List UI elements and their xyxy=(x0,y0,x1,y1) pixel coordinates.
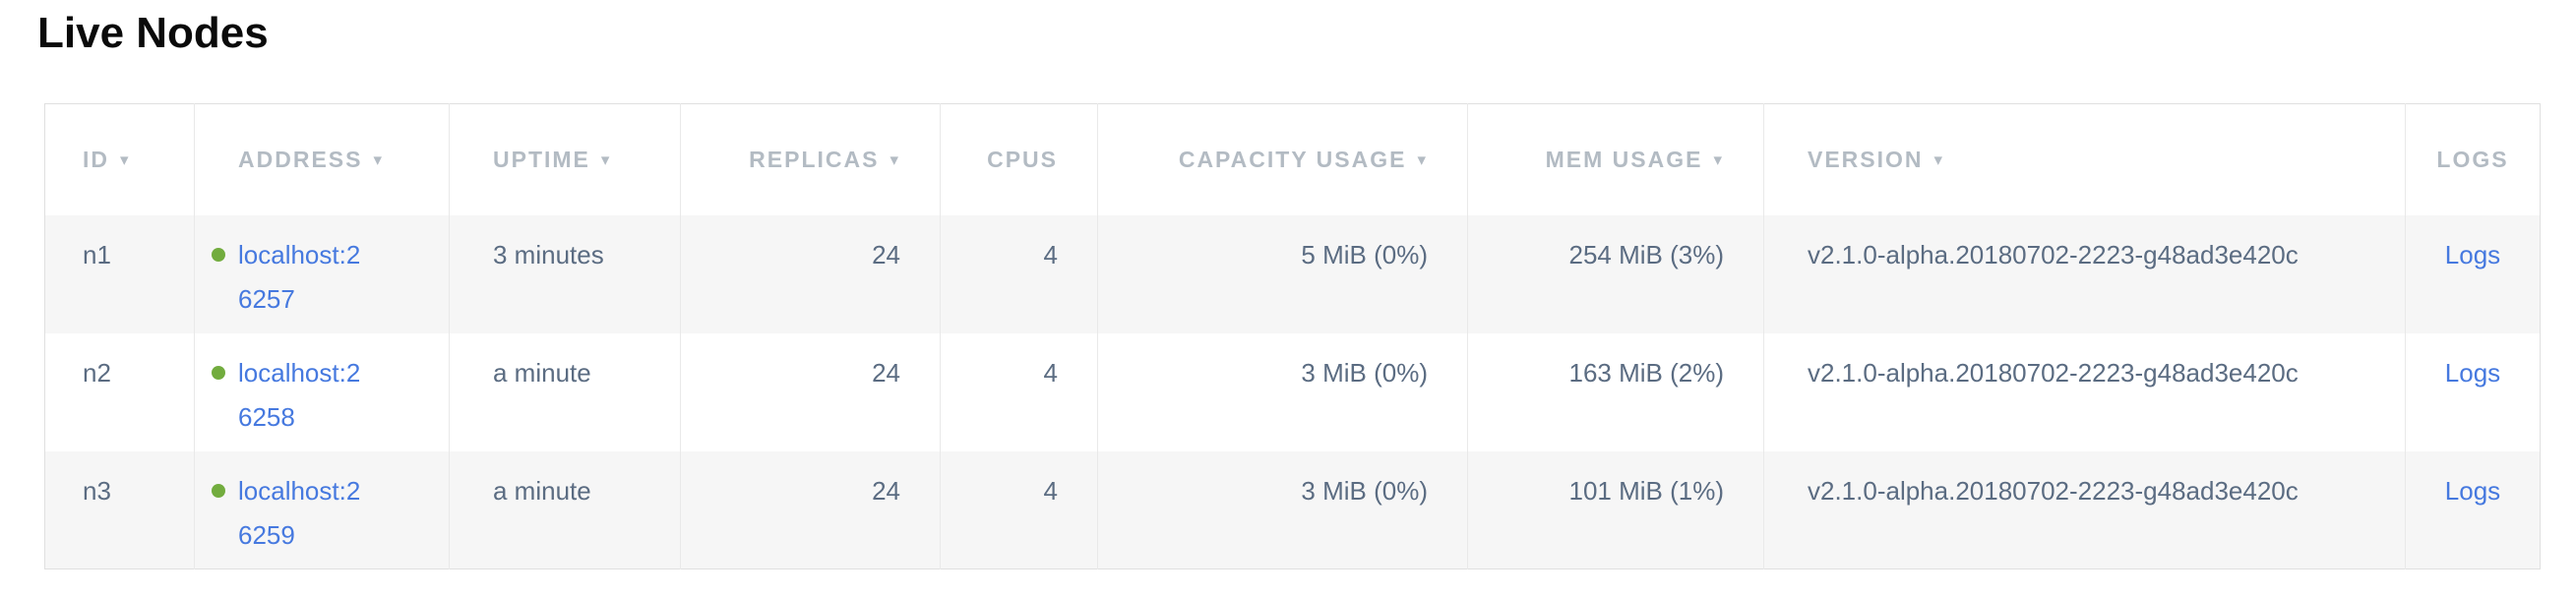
logs-link[interactable]: Logs xyxy=(2444,475,2501,506)
node-live-status-icon xyxy=(212,483,225,498)
column-header-id[interactable]: ID ▾ xyxy=(45,104,195,215)
column-header-capacity-usage[interactable]: CAPACITY USAGE ▾ xyxy=(1097,103,1468,215)
column-header-replicas-label: REPLICAS xyxy=(749,146,880,172)
cell-version: v2.1.0-alpha.20180702-2223-g48ad3e420c xyxy=(1763,214,2406,333)
node-address-link[interactable]: localhost:26257 xyxy=(238,239,361,314)
node-live-status-icon xyxy=(212,247,225,262)
column-header-cpus-label: CPUS xyxy=(987,146,1058,172)
cell-cpus: 4 xyxy=(940,450,1098,569)
cell-uptime: a minute xyxy=(449,332,681,451)
node-address-link[interactable]: localhost:26259 xyxy=(238,475,361,550)
cell-replicas: 24 xyxy=(680,214,941,333)
sort-arrow-icon: ▾ xyxy=(889,150,900,169)
sort-arrow-icon: ▾ xyxy=(600,150,612,169)
cell-cpus: 4 xyxy=(940,332,1098,451)
node-live-status-icon xyxy=(212,365,225,380)
cell-node-id: n3 xyxy=(44,450,195,569)
column-header-version[interactable]: VERSION ▾ xyxy=(1763,103,2406,215)
sort-arrow-icon: ▾ xyxy=(120,150,131,169)
column-header-version-label: VERSION xyxy=(1808,146,1924,172)
column-header-uptime[interactable]: UPTIME ▾ xyxy=(449,103,681,215)
cell-cpus: 4 xyxy=(940,214,1098,333)
cell-uptime: 3 minutes xyxy=(449,214,681,333)
cell-node-address: localhost:26258 xyxy=(194,332,450,451)
table-header-row: ID ▾ ADDRESS ▾ UPTIME ▾ REPLICAS ▾ CPUS CAPA… xyxy=(45,103,2541,215)
cell-node-address: localhost:26257 xyxy=(194,214,450,333)
logs-link[interactable]: Logs xyxy=(2444,357,2501,388)
page-title: Live Nodes xyxy=(37,9,269,57)
table-row-n1: n1 localhost:26257 3 minutes 24 4 5 MiB … xyxy=(44,214,2541,333)
cell-uptime: a minute xyxy=(449,450,681,569)
cell-logs: Logs xyxy=(2405,332,2541,451)
table-row-n2: n2 localhost:26258 a minute 24 4 3 MiB (… xyxy=(44,332,2541,451)
column-header-uptime-label: UPTIME xyxy=(493,146,590,172)
cell-node-id: n2 xyxy=(44,332,195,451)
sort-arrow-icon: ▾ xyxy=(1417,150,1428,169)
cell-mem-usage: 254 MiB (3%) xyxy=(1467,214,1764,333)
cell-replicas: 24 xyxy=(680,450,941,569)
cell-logs: Logs xyxy=(2405,214,2541,333)
cell-logs: Logs xyxy=(2405,450,2541,569)
column-header-cpus: CPUS xyxy=(940,103,1098,215)
cell-capacity-usage: 3 MiB (0%) xyxy=(1097,332,1468,451)
column-header-mem-usage-label: MEM USAGE xyxy=(1545,146,1703,172)
cell-replicas: 24 xyxy=(680,332,941,451)
cell-node-id: n1 xyxy=(44,214,195,333)
cell-version: v2.1.0-alpha.20180702-2223-g48ad3e420c xyxy=(1763,450,2406,569)
logs-link[interactable]: Logs xyxy=(2444,239,2501,269)
cell-capacity-usage: 3 MiB (0%) xyxy=(1097,450,1468,569)
column-header-capacity-usage-label: CAPACITY USAGE xyxy=(1178,146,1407,172)
table-row-n3: n3 localhost:26259 a minute 24 4 3 MiB (… xyxy=(44,450,2541,569)
column-header-address[interactable]: ADDRESS ▾ xyxy=(194,103,450,215)
sort-arrow-icon: ▾ xyxy=(1713,150,1724,169)
column-header-replicas[interactable]: REPLICAS ▾ xyxy=(680,103,941,215)
cell-version: v2.1.0-alpha.20180702-2223-g48ad3e420c xyxy=(1763,332,2406,451)
column-header-address-label: ADDRESS xyxy=(238,146,363,172)
column-header-mem-usage[interactable]: MEM USAGE ▾ xyxy=(1467,103,1764,215)
cell-mem-usage: 101 MiB (1%) xyxy=(1467,450,1764,569)
sort-arrow-icon: ▾ xyxy=(373,150,385,169)
cell-capacity-usage: 5 MiB (0%) xyxy=(1097,214,1468,333)
column-header-id-label: ID xyxy=(83,146,109,172)
column-header-logs: LOGS xyxy=(2405,103,2541,215)
node-address-link[interactable]: localhost:26258 xyxy=(238,357,361,432)
live-nodes-table: ID ▾ ADDRESS ▾ UPTIME ▾ REPLICAS ▾ CPUS CAPA… xyxy=(44,103,2541,569)
sort-arrow-icon: ▾ xyxy=(1933,150,1945,169)
cell-mem-usage: 163 MiB (2%) xyxy=(1467,332,1764,451)
cell-node-address: localhost:26259 xyxy=(194,450,450,569)
column-header-logs-label: LOGS xyxy=(2436,146,2509,172)
